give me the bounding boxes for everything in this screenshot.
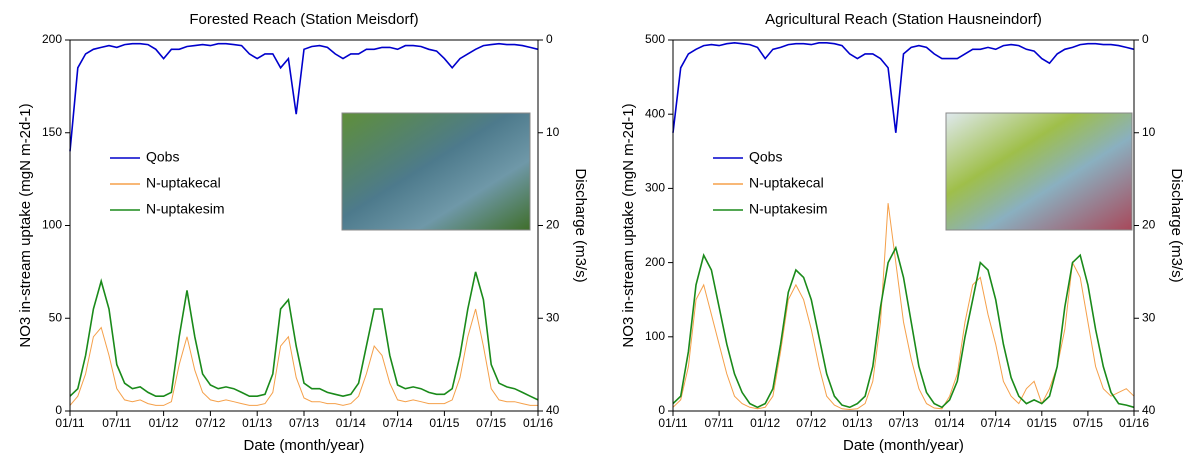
y2-tick-label: 0 — [1142, 32, 1149, 46]
x-tick-label: 07/15 — [476, 416, 506, 430]
y-tick-label: 50 — [49, 310, 63, 324]
x-tick-label: 01/11 — [658, 416, 687, 430]
x-tick-label: 07/15 — [1073, 416, 1103, 430]
x-tick-label: 01/12 — [750, 416, 780, 430]
y-tick-label: 100 — [42, 218, 62, 232]
y-tick-label: 200 — [42, 32, 62, 46]
y2-tick-label: 30 — [546, 310, 560, 324]
x-tick-label: 07/11 — [705, 416, 734, 430]
y2-tick-label: 10 — [546, 125, 560, 139]
legend-label: Qobs — [749, 149, 782, 165]
x-tick-label: 01/11 — [55, 416, 84, 430]
y2-tick-label: 20 — [1142, 218, 1156, 232]
y-tick-label: 150 — [42, 125, 62, 139]
chart-title: Forested Reach (Station Meisdorf) — [189, 11, 418, 28]
site-photo — [341, 112, 531, 231]
legend-label: N-uptakecal — [146, 175, 221, 191]
x-tick-label: 07/14 — [981, 416, 1011, 430]
x-tick-label: 07/12 — [796, 416, 826, 430]
y2-tick-label: 30 — [1142, 310, 1156, 324]
x-tick-label: 01/14 — [935, 416, 965, 430]
y2-axis-label: Discharge (m3/s) — [572, 168, 589, 282]
series-line — [69, 308, 538, 406]
y2-tick-label: 40 — [1142, 403, 1156, 417]
y2-tick-label: 0 — [546, 32, 553, 46]
y2-axis-label: Discharge (m3/s) — [1168, 168, 1185, 282]
x-tick-label: 01/15 — [1027, 416, 1057, 430]
series-line — [69, 271, 539, 401]
plot-frame — [69, 39, 539, 412]
y-tick-label: 0 — [658, 403, 665, 417]
y2-tick-label: 40 — [546, 403, 560, 417]
y-tick-label: 300 — [645, 181, 665, 195]
y-tick-label: 200 — [645, 255, 665, 269]
x-tick-label: 01/15 — [429, 416, 459, 430]
series-line — [672, 245, 1135, 409]
chart-title: Agricultural Reach (Station Hausneindorf… — [765, 11, 1042, 28]
panel: Forested Reach (Station Meisdorf) Date (m… — [17, 11, 589, 454]
y-tick-label: 400 — [645, 106, 665, 120]
y-tick-label: 0 — [55, 403, 62, 417]
x-tick-label: 07/12 — [195, 416, 225, 430]
legend-label: N-uptakecal — [749, 175, 824, 191]
x-tick-label: 01/13 — [242, 416, 272, 430]
x-tick-label: 01/13 — [842, 416, 872, 430]
y2-tick-label: 20 — [546, 218, 560, 232]
series-line — [672, 41, 1135, 133]
x-tick-label: 07/13 — [289, 416, 319, 430]
y-axis-label: NO3 in-stream uptake (mgN m-2d-1) — [17, 103, 34, 347]
x-tick-label: 07/13 — [888, 416, 918, 430]
x-tick-label: 01/14 — [336, 416, 366, 430]
y-tick-label: 100 — [645, 329, 665, 343]
x-axis-label: Date (month/year) — [244, 437, 365, 454]
x-axis-label: Date (month/year) — [843, 437, 964, 454]
plots: Forested Reach (Station Meisdorf) Date (m… — [17, 11, 1185, 454]
x-tick-label: 07/14 — [383, 416, 413, 430]
series-line — [69, 42, 539, 152]
x-tick-label: 01/12 — [149, 416, 179, 430]
legend-label: N-uptakesim — [146, 201, 225, 217]
y-tick-label: 500 — [645, 32, 665, 46]
plot-frame — [672, 39, 1135, 412]
x-tick-label: 01/16 — [523, 416, 553, 430]
y-axis-label: NO3 in-stream uptake (mgN m-2d-1) — [620, 103, 637, 347]
y2-tick-label: 10 — [1142, 125, 1156, 139]
site-photo — [945, 112, 1133, 231]
x-tick-label: 07/11 — [102, 416, 131, 430]
legend-label: Qobs — [146, 149, 179, 165]
legend-label: N-uptakesim — [749, 201, 828, 217]
x-tick-label: 01/16 — [1119, 416, 1149, 430]
panel: Agricultural Reach (Station Hausneindorf… — [620, 11, 1185, 454]
